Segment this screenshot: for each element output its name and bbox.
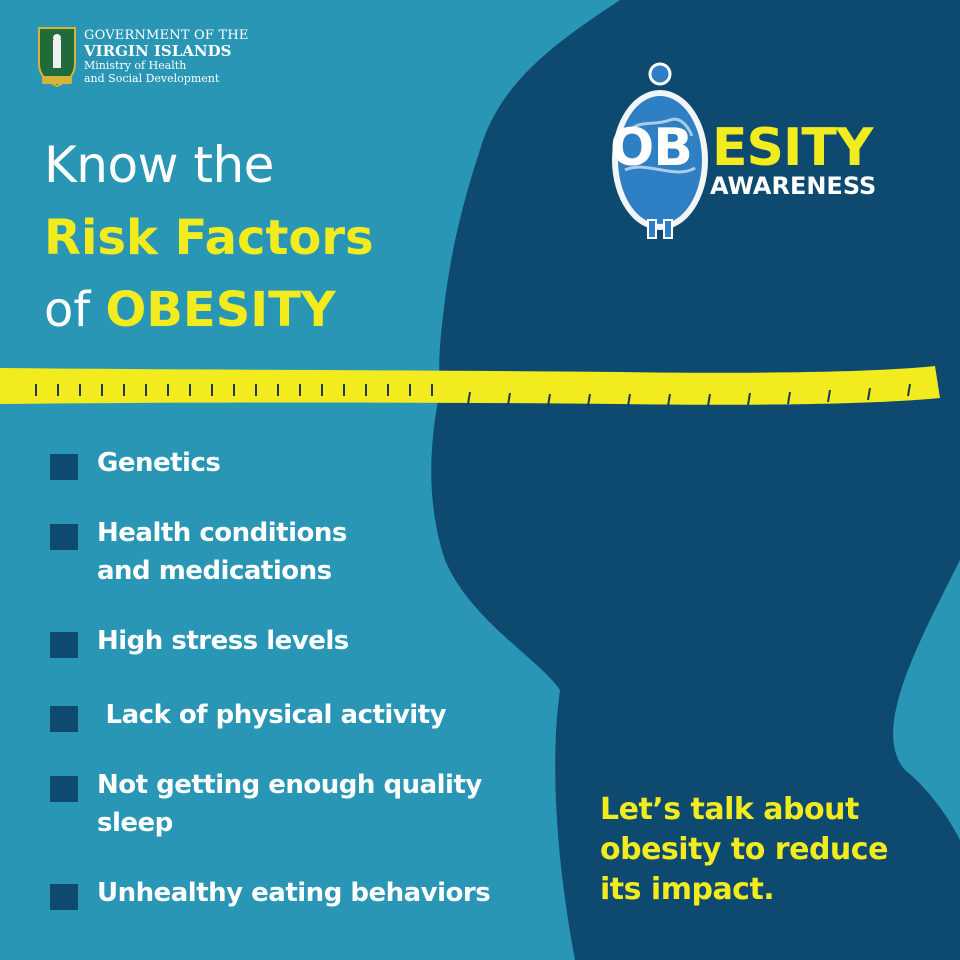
square-bullet-icon [50, 884, 78, 910]
square-bullet-icon [50, 632, 78, 658]
headline-line-2: Risk Factors [44, 210, 374, 266]
square-bullet-icon [50, 706, 78, 732]
list-item-line-2: and medications [97, 556, 332, 586]
list-item-line-2: sleep [97, 808, 173, 838]
list-item-text: Lack of physical activity [97, 700, 447, 730]
cta-line-1: Let’s talk about [600, 792, 859, 827]
measuring-tape-icon [0, 366, 940, 407]
globe-person-icon [612, 62, 708, 239]
body-silhouette-icon [431, 0, 960, 960]
list-item-text: Genetics [97, 448, 221, 478]
call-to-action: Let’s talk about obesity to reduce its i… [600, 790, 940, 910]
campaign-logo: OB ESITY AWARENESS [600, 60, 900, 250]
list-item-text: Not getting enough quality sleep [97, 766, 482, 842]
gov-line-4: and Social Development [84, 72, 220, 85]
headline-line-3-highlight: OBESITY [105, 282, 336, 338]
body-silhouette-top-lobe [700, 0, 960, 300]
headline-line-3-prefix: of [44, 282, 91, 338]
list-item-line-1: Not getting enough quality [97, 770, 482, 800]
logo-word-part-2: ESITY [712, 118, 873, 178]
cta-line-3: its impact. [600, 872, 775, 907]
gov-line-3: Ministry of Health [84, 59, 187, 72]
cta-line-2: obesity to reduce [600, 832, 888, 867]
square-bullet-icon [50, 454, 78, 480]
logo-word-part-1: OB [610, 118, 693, 178]
list-item-text: Unhealthy eating behaviors [97, 878, 491, 908]
headline: Know the Risk Factors of OBESITY [44, 128, 374, 346]
square-bullet-icon [50, 776, 78, 802]
crest-icon [38, 27, 76, 88]
gov-line-1: GOVERNMENT OF THE [84, 28, 249, 43]
logo-subtitle: AWARENESS [710, 172, 877, 200]
gov-line-2: VIRGIN ISLANDS [84, 42, 232, 60]
list-item-text: Health conditions and medications [97, 514, 347, 590]
headline-line-3: of OBESITY [44, 274, 374, 346]
headline-line-1: Know the [44, 136, 274, 194]
list-item-line-1: Health conditions [97, 518, 347, 548]
list-item-text: High stress levels [97, 626, 349, 656]
square-bullet-icon [50, 524, 78, 550]
